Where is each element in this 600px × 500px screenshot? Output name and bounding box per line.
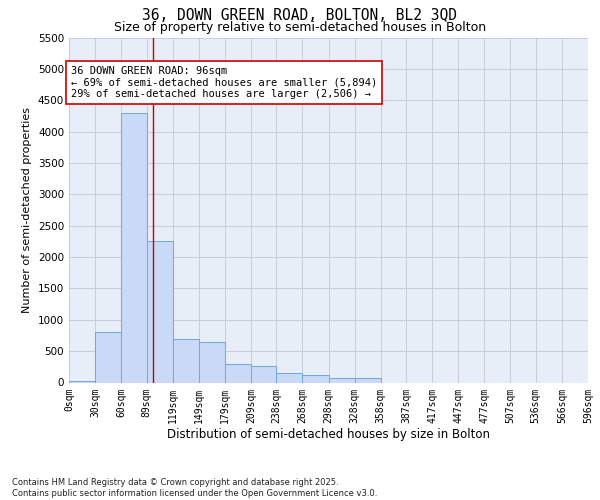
Bar	[355, 378, 381, 382]
Bar	[199, 342, 225, 382]
Text: 36, DOWN GREEN ROAD, BOLTON, BL2 3QD: 36, DOWN GREEN ROAD, BOLTON, BL2 3QD	[143, 8, 458, 22]
Bar	[251, 366, 276, 382]
Text: 36 DOWN GREEN ROAD: 96sqm
← 69% of semi-detached houses are smaller (5,894)
29% : 36 DOWN GREEN ROAD: 96sqm ← 69% of semi-…	[71, 66, 377, 99]
Text: Size of property relative to semi-detached houses in Bolton: Size of property relative to semi-detach…	[114, 21, 486, 34]
Bar	[225, 364, 251, 382]
Bar	[276, 373, 302, 382]
Text: Contains HM Land Registry data © Crown copyright and database right 2025.
Contai: Contains HM Land Registry data © Crown c…	[12, 478, 377, 498]
Bar	[302, 375, 329, 382]
Bar	[329, 378, 355, 382]
Bar	[69, 380, 95, 382]
Bar	[173, 338, 199, 382]
Bar	[121, 113, 146, 382]
Bar	[146, 242, 173, 382]
Bar	[95, 332, 121, 382]
Y-axis label: Number of semi-detached properties: Number of semi-detached properties	[22, 107, 32, 313]
X-axis label: Distribution of semi-detached houses by size in Bolton: Distribution of semi-detached houses by …	[167, 428, 490, 441]
